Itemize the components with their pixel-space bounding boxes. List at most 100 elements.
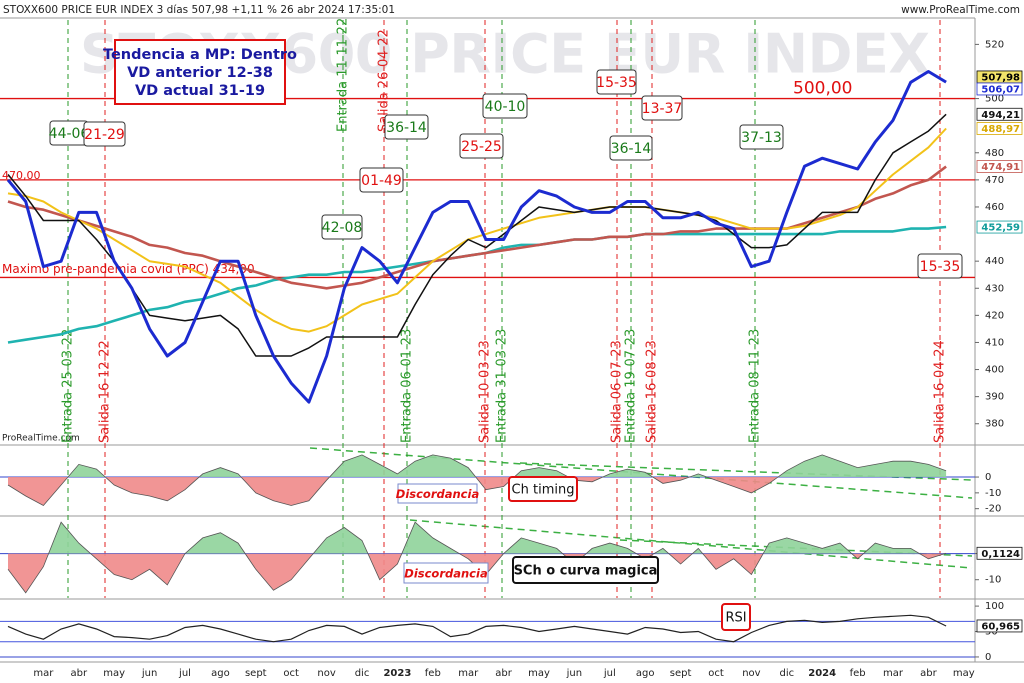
value-tag-label: 0,1124 xyxy=(981,549,1020,560)
y-tick-label: 410 xyxy=(985,337,1004,348)
chart-title: STOXX600 PRICE EUR INDEX 3 días 507,98 +… xyxy=(3,4,395,16)
annotation-text: 37-13 xyxy=(741,130,782,146)
signal-label: Entrada 08-11-23 xyxy=(748,329,763,443)
negative-fill xyxy=(8,553,947,593)
x-tick-label: abr xyxy=(920,668,937,679)
y-tick-label: 100 xyxy=(985,601,1004,612)
signal-label: Entrada 06-01-23 xyxy=(400,329,415,443)
x-tick-label: 2023 xyxy=(383,668,411,679)
x-tick-label: abr xyxy=(71,668,88,679)
annotation-text: 40-10 xyxy=(485,99,526,115)
panel-label-box xyxy=(721,603,751,631)
annotation-text: 36-14 xyxy=(386,120,427,136)
x-tick-label: oct xyxy=(708,668,724,679)
x-tick-label: jun xyxy=(141,668,157,679)
x-tick-label: nov xyxy=(317,668,335,679)
y-tick-label: 0 xyxy=(985,652,991,663)
annotation-box xyxy=(917,253,963,279)
signal-label: Salida 06-07-23 xyxy=(610,340,625,443)
value-tag-label: 507,98 xyxy=(981,72,1020,83)
x-tick-label: 2024 xyxy=(808,668,836,679)
panel-label-box xyxy=(512,556,659,584)
annotation-box xyxy=(83,121,126,147)
series-line xyxy=(7,113,947,357)
y-tick-label: -10 xyxy=(985,575,1001,586)
y-tick-label: -20 xyxy=(985,504,1001,515)
annotation-box xyxy=(459,133,504,159)
y-tick-label: 460 xyxy=(985,202,1004,213)
signal-label: Entrada 25-03-22 xyxy=(61,329,76,443)
x-tick-label: may xyxy=(103,668,125,679)
annotation-box xyxy=(321,214,363,240)
value-tag-label: 60,965 xyxy=(981,621,1020,632)
info-line: VD actual 31-19 xyxy=(135,83,265,99)
value-tag-label: 452,59 xyxy=(981,223,1020,234)
value-tag xyxy=(976,160,1023,173)
annotation-text: 36-14 xyxy=(611,141,652,157)
annotation-text: 25-25 xyxy=(461,139,502,155)
x-tick-label: ago xyxy=(636,668,655,679)
y-tick-label: 440 xyxy=(985,256,1004,267)
y-tick-label: 420 xyxy=(985,310,1004,321)
x-tick-label: jul xyxy=(178,668,191,679)
info-line: Tendencia a MP: Dentro xyxy=(103,47,297,63)
signal-label: Entrada 31-03-23 xyxy=(495,329,510,443)
level-label: 500,00 xyxy=(793,79,852,99)
credit: ProRealTime.com xyxy=(2,434,80,444)
signal-label: Salida 16-12-22 xyxy=(98,340,113,443)
x-tick-label: ago xyxy=(211,668,230,679)
annotation-text: 44-06 xyxy=(49,126,90,142)
value-tag xyxy=(976,546,1023,560)
annotation-box xyxy=(359,167,404,193)
annotation-text: 13-37 xyxy=(642,101,683,117)
signal-label: Salida 16-08-23 xyxy=(645,340,660,443)
y-tick-label: 380 xyxy=(985,419,1004,430)
x-tick-label: mar xyxy=(883,668,904,679)
info-box-frame xyxy=(114,39,286,105)
series-line xyxy=(6,70,947,404)
x-tick-label: sept xyxy=(670,668,692,679)
signal-label: Entrada 19-07-23 xyxy=(624,329,639,443)
panel-label-box xyxy=(508,476,578,502)
x-tick-label: mar xyxy=(458,668,479,679)
x-tick-label: feb xyxy=(850,668,866,679)
y-tick-label: 430 xyxy=(985,283,1004,294)
signal-label: Salida 16-04-24 xyxy=(933,340,948,443)
signal-label: Salida 26-04-22 xyxy=(377,29,392,132)
value-tag xyxy=(976,107,1023,121)
annotation-box xyxy=(739,124,784,150)
value-tag xyxy=(976,122,1023,135)
trend-line xyxy=(309,447,973,499)
panel-label: RSI xyxy=(725,611,746,626)
source: www.ProRealTime.com xyxy=(901,4,1020,16)
level-label: Maximo pre-pandemia covid (PPC) 434,00 xyxy=(2,262,255,276)
value-tag-label: 488,97 xyxy=(981,124,1020,135)
value-tag xyxy=(976,220,1023,234)
note-text: Discordancia xyxy=(396,487,480,501)
positive-fill xyxy=(48,522,947,554)
annotation-box xyxy=(384,114,429,140)
x-tick-label: may xyxy=(953,668,975,679)
panel-label: SCh o curva magica xyxy=(514,564,658,579)
value-tag xyxy=(976,619,1023,633)
plot-layer: Entrada 25-03-22 Salida 16-12-22 Entrada 1… xyxy=(0,18,1023,679)
annotation-box xyxy=(482,93,528,119)
annotation-text: 01-49 xyxy=(361,173,402,189)
x-tick-label: feb xyxy=(425,668,441,679)
panel-label: Ch timing xyxy=(512,483,575,498)
y-tick-label: 470 xyxy=(985,175,1004,186)
note-box xyxy=(397,483,478,504)
value-tag xyxy=(976,82,1023,96)
value-tag-label: 494,21 xyxy=(981,110,1020,121)
annotation-text: 15-35 xyxy=(920,259,961,275)
x-tick-label: jun xyxy=(566,668,582,679)
series-line xyxy=(7,127,947,333)
y-tick-label: 400 xyxy=(985,365,1004,376)
value-tag-label: 506,07 xyxy=(981,84,1020,95)
annotation-box xyxy=(609,135,653,161)
oscillator-line xyxy=(7,454,947,507)
x-tick-label: may xyxy=(528,668,550,679)
y-tick-label: 0 xyxy=(985,472,991,483)
y-tick-label: 500 xyxy=(985,94,1004,105)
